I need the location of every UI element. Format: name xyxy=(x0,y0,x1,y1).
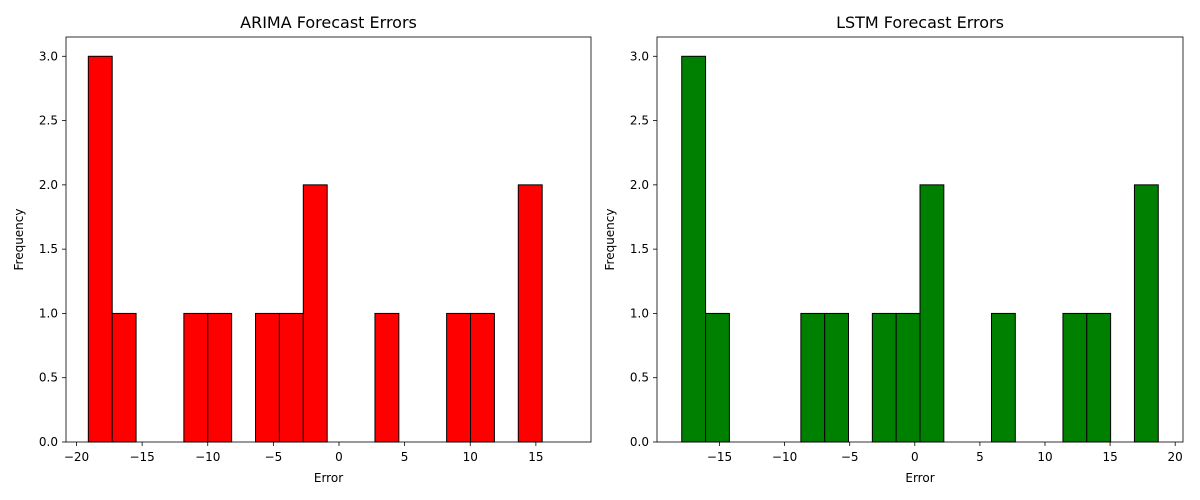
lstm-bar xyxy=(1062,312,1088,443)
arima-xtick-label: 10 xyxy=(463,450,478,464)
arima-chart-title: ARIMA Forecast Errors xyxy=(240,13,417,32)
lstm-ytick-label: 1.0 xyxy=(630,306,649,320)
arima-bar xyxy=(87,55,113,443)
arima-xtick-label: 0 xyxy=(335,450,343,464)
lstm-ytick-label: 2.0 xyxy=(630,178,649,192)
lstm-ytick-label: 3.0 xyxy=(630,49,649,63)
arima-bar xyxy=(446,312,472,443)
lstm-xtick-label: 5 xyxy=(976,450,984,464)
lstm-xtick-label: −15 xyxy=(707,450,732,464)
arima-bar xyxy=(278,312,304,443)
arima-histogram: −20 −15 −10 −5 0 5 10 15 0.0 0.5 1.0 1.5 2.0 2.5 3.0 AR… xyxy=(12,13,592,485)
arima-ytick-label: 2.0 xyxy=(39,178,58,192)
arima-ytick-label: 3.0 xyxy=(39,49,58,63)
lstm-ytick-label: 0.5 xyxy=(630,371,649,385)
arima-xtick-label: −20 xyxy=(64,450,89,464)
lstm-bar xyxy=(1086,312,1112,443)
arima-ytick-label: 0.0 xyxy=(39,435,58,449)
arima-axes-frame xyxy=(65,36,592,443)
lstm-bar xyxy=(705,312,730,443)
lstm-xtick-label: 20 xyxy=(1168,450,1183,464)
lstm-ytick-label: 1.5 xyxy=(630,242,649,256)
arima-bar xyxy=(302,184,328,443)
lstm-bar xyxy=(800,312,826,443)
lstm-bar xyxy=(919,184,945,443)
lstm-bar xyxy=(1133,184,1159,443)
arima-x-axis-label: Error xyxy=(314,471,343,485)
lstm-histogram: −15 −10 −5 0 5 10 15 20 0.0 0.5 1.0 1.5 2.0 2.5 3.0 LST… xyxy=(603,13,1184,485)
arima-ytick-label: 1.5 xyxy=(39,242,58,256)
arima-y-axis-label: Frequency xyxy=(12,209,26,271)
lstm-bar xyxy=(895,312,921,443)
lstm-ytick-label: 2.5 xyxy=(630,114,649,128)
lstm-xtick-label: −10 xyxy=(772,450,797,464)
arima-xtick-label: 5 xyxy=(401,450,409,464)
lstm-xtick-label: 0 xyxy=(911,450,919,464)
arima-ytick-label: 2.5 xyxy=(39,114,58,128)
arima-bar xyxy=(255,312,280,443)
arima-xtick-label: 15 xyxy=(528,450,543,464)
lstm-ytick-label: 0.0 xyxy=(630,435,649,449)
lstm-xtick-label: 10 xyxy=(1037,450,1052,464)
arima-bar xyxy=(374,312,400,443)
arima-bar xyxy=(517,184,543,443)
arima-ytick-label: 1.0 xyxy=(39,306,58,320)
lstm-bar xyxy=(681,55,707,443)
arima-xtick-label: −15 xyxy=(129,450,154,464)
lstm-xtick-label: 15 xyxy=(1102,450,1117,464)
lstm-bar xyxy=(824,312,850,443)
lstm-bar xyxy=(990,312,1016,443)
arima-xtick-label: −10 xyxy=(195,450,220,464)
lstm-xtick-label: −5 xyxy=(841,450,859,464)
arima-bar xyxy=(207,312,233,443)
lstm-x-axis-label: Error xyxy=(905,471,934,485)
lstm-axes-frame xyxy=(656,36,1184,443)
arima-bar xyxy=(111,312,137,443)
lstm-chart-title: LSTM Forecast Errors xyxy=(836,13,1004,32)
arima-bar xyxy=(183,312,209,443)
arima-bar xyxy=(470,312,495,443)
arima-ytick-label: 0.5 xyxy=(39,371,58,385)
lstm-y-axis-label: Frequency xyxy=(603,209,617,271)
lstm-bar xyxy=(871,312,897,443)
arima-xtick-label: −5 xyxy=(265,450,283,464)
